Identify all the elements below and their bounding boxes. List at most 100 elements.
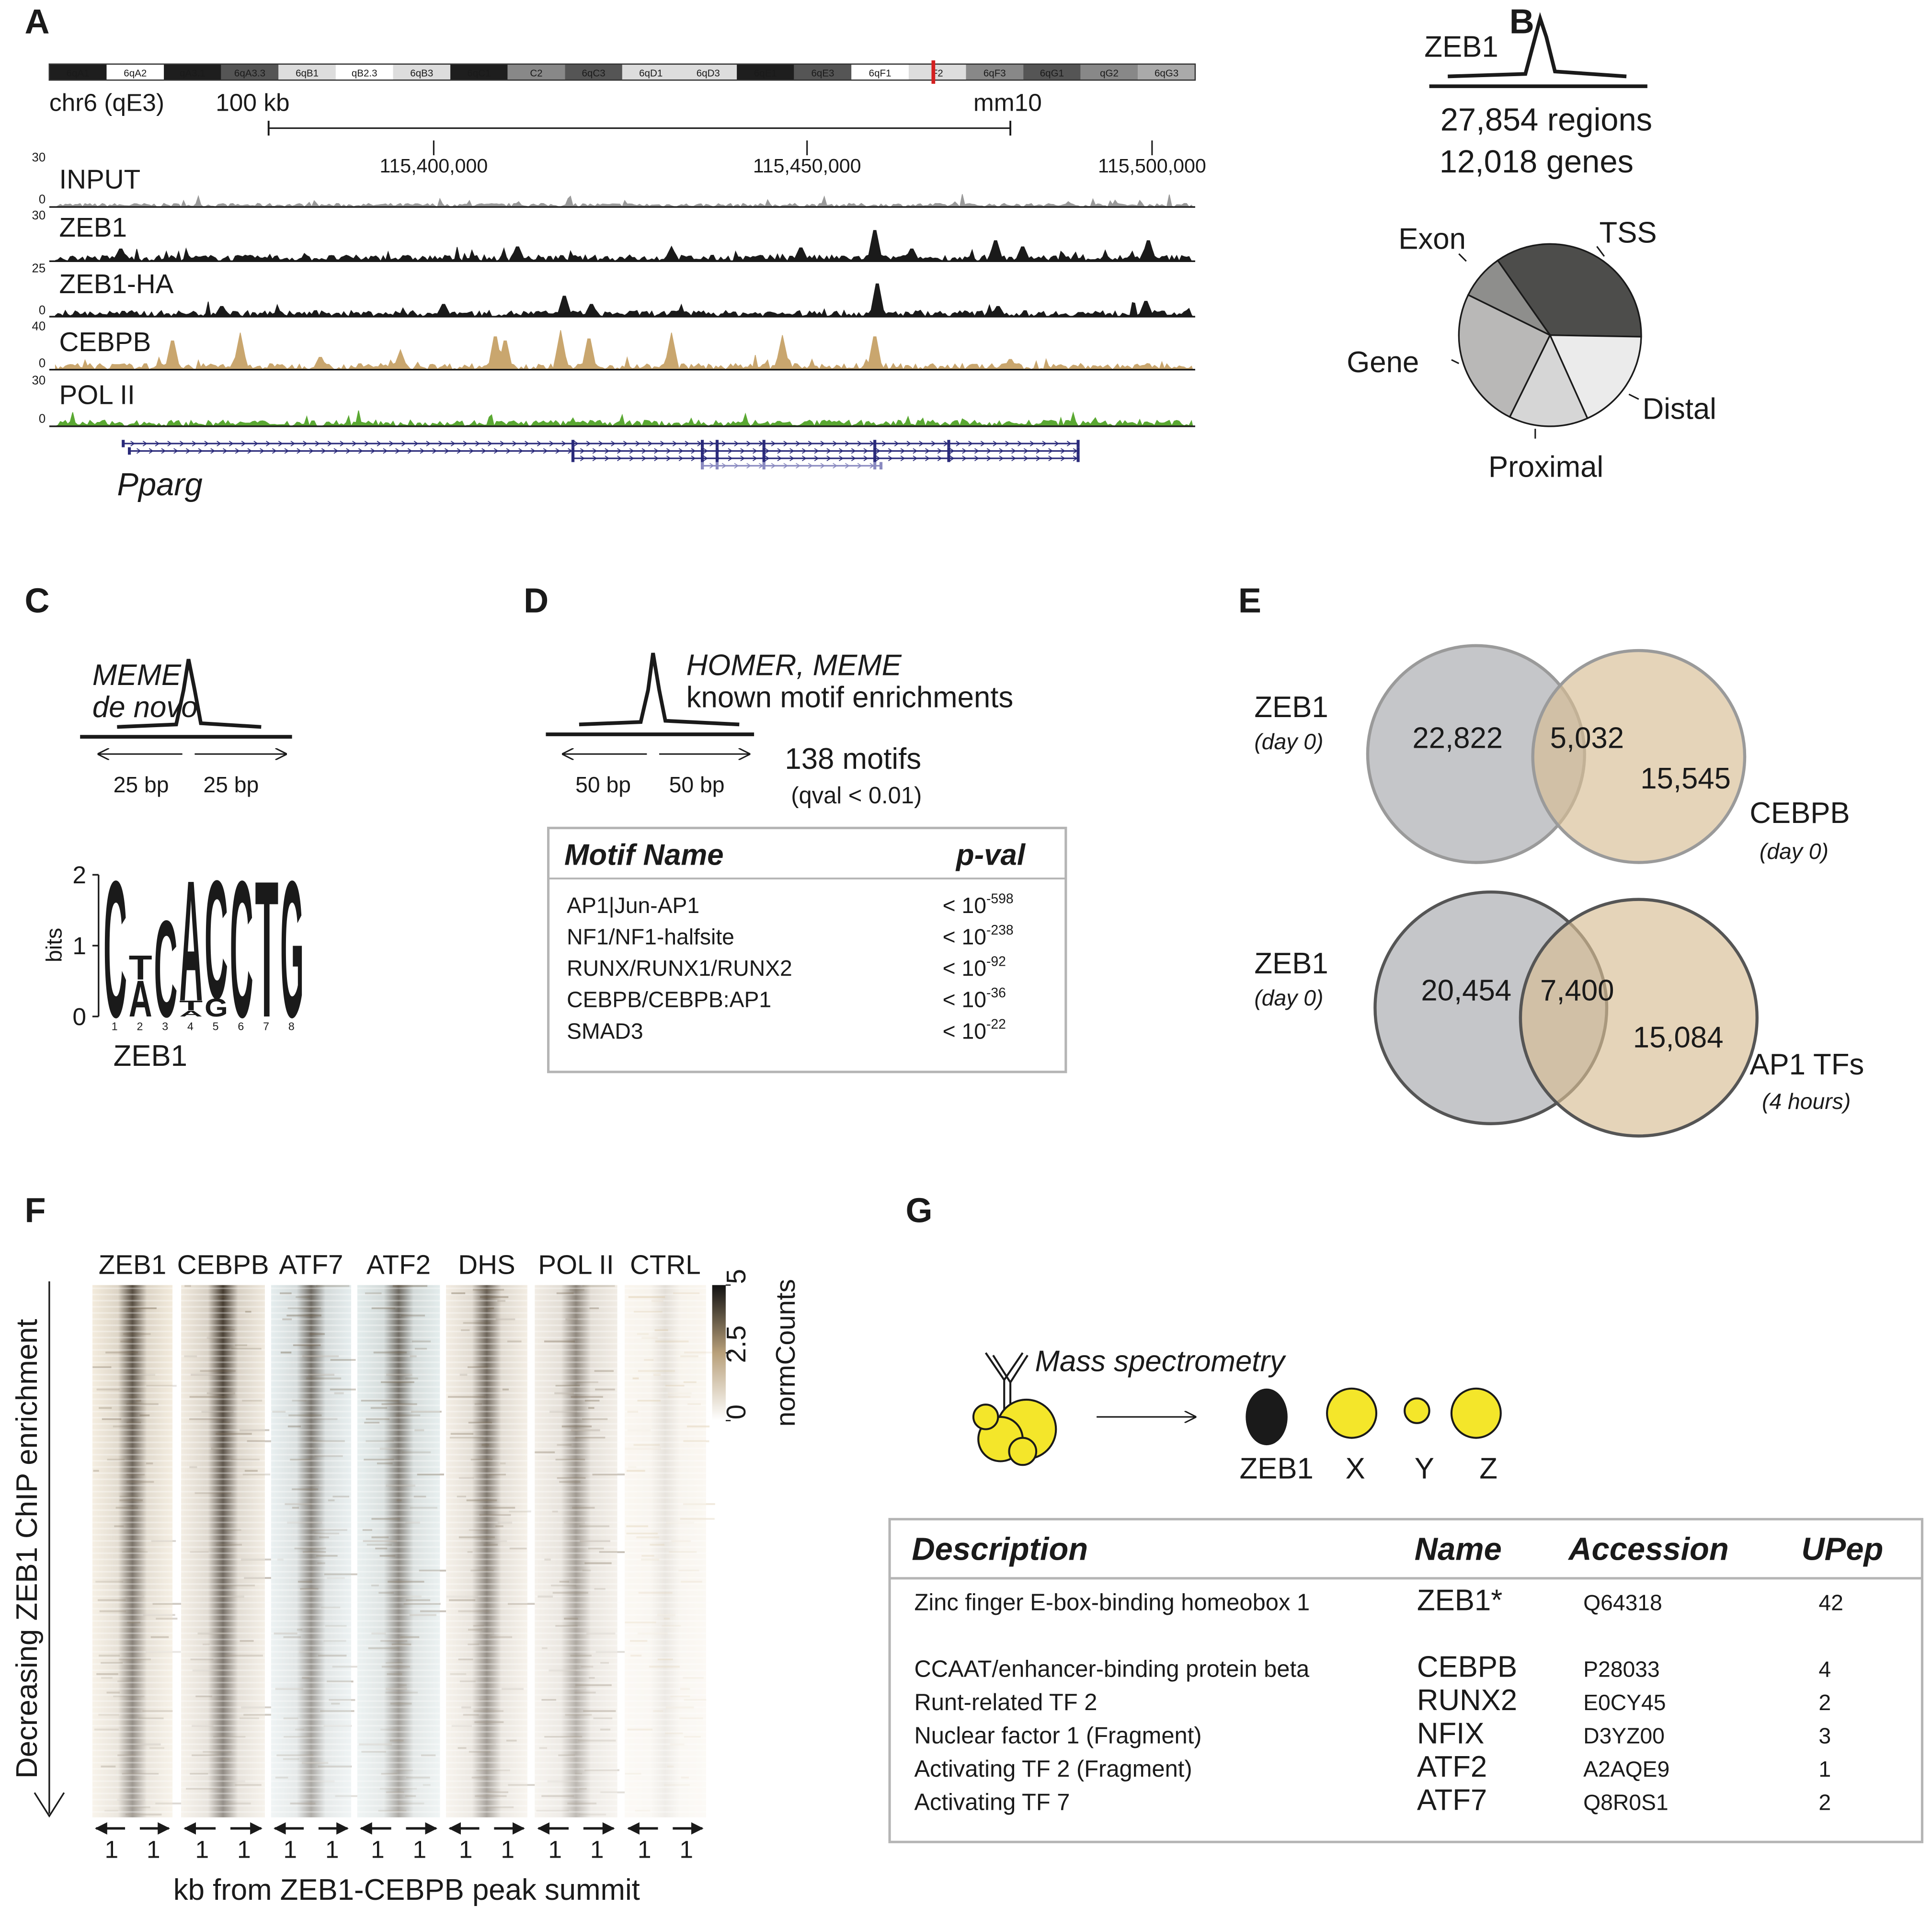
intron-chevron bbox=[1011, 448, 1017, 454]
intron-chevron bbox=[734, 441, 739, 446]
cytoband bbox=[507, 64, 565, 80]
intron-chevron bbox=[1048, 448, 1053, 454]
track-name: ZEB1-HA bbox=[59, 269, 173, 299]
x-axis-label: kb from ZEB1-CEBPB peak summit bbox=[173, 1873, 640, 1907]
intron-chevron bbox=[401, 441, 406, 446]
venn-circle bbox=[1519, 898, 1759, 1138]
venn-left: ZEB1 bbox=[1254, 947, 1328, 980]
intron-chevron bbox=[1061, 448, 1065, 454]
intron-chevron bbox=[629, 448, 634, 454]
protein bbox=[1326, 1387, 1378, 1439]
logo-letter: C bbox=[205, 846, 228, 1034]
intron-chevron bbox=[863, 455, 869, 461]
intron-chevron bbox=[814, 448, 819, 454]
x-tick-label: 1 bbox=[459, 1836, 473, 1863]
intron-chevron bbox=[506, 448, 511, 454]
intron-chevron bbox=[746, 441, 752, 446]
cytoband-label: 6qF3 bbox=[983, 68, 1006, 79]
table-header: Description bbox=[912, 1531, 1088, 1567]
intron-chevron bbox=[450, 441, 456, 446]
intron-chevron bbox=[247, 448, 252, 454]
x-tick-label: 1 bbox=[638, 1836, 652, 1863]
protein-name: NFIX bbox=[1417, 1717, 1485, 1750]
venn-right: CEBPB bbox=[1749, 797, 1850, 830]
intron-chevron bbox=[851, 455, 856, 461]
intron-chevron bbox=[629, 455, 634, 461]
intron-chevron bbox=[801, 448, 807, 454]
intron-chevron bbox=[315, 441, 320, 446]
assembly: mm10 bbox=[973, 89, 1042, 116]
intron-chevron bbox=[999, 455, 1004, 461]
rule bbox=[1628, 393, 1639, 400]
x-tick-label: 1 bbox=[371, 1836, 385, 1863]
track-max: 30 bbox=[32, 374, 46, 388]
intron-chevron bbox=[666, 455, 671, 461]
intron-chevron bbox=[512, 441, 517, 446]
intron-chevron bbox=[617, 455, 622, 461]
logo-letter: C bbox=[230, 841, 253, 1058]
intron-chevron bbox=[500, 441, 505, 446]
logo-position: 5 bbox=[213, 1020, 219, 1032]
intron-chevron bbox=[949, 448, 955, 454]
intron-chevron bbox=[161, 448, 166, 454]
logo-tick: 2 bbox=[72, 861, 86, 889]
logo-name: ZEB1 bbox=[114, 1039, 187, 1073]
intron-chevron bbox=[395, 448, 400, 454]
coordinate: 115,450,000 bbox=[753, 155, 861, 177]
cytoband bbox=[622, 64, 680, 80]
intron-chevron bbox=[297, 448, 302, 454]
coordinate: 115,500,000 bbox=[1098, 155, 1206, 177]
logo-ylabel: bits bbox=[42, 928, 67, 962]
venn-right: AP1 TFs bbox=[1749, 1048, 1864, 1081]
cytoband-label: 6qA2 bbox=[124, 68, 147, 79]
heatmap-column: ATF2 bbox=[366, 1250, 431, 1280]
logo-position: 8 bbox=[288, 1020, 295, 1032]
intron-chevron bbox=[561, 441, 567, 446]
intron-chevron bbox=[241, 441, 246, 446]
protein bbox=[1450, 1387, 1502, 1439]
intron-chevron bbox=[1029, 441, 1035, 446]
protein-description: Activating TF 7 bbox=[914, 1789, 1070, 1815]
colorbar-tick: 0 bbox=[721, 1404, 751, 1419]
intron-chevron bbox=[888, 455, 893, 461]
track-min: 0 bbox=[39, 193, 46, 206]
table-header: UPep bbox=[1801, 1531, 1883, 1567]
cytoband bbox=[908, 64, 966, 80]
track-max: 40 bbox=[32, 320, 46, 333]
cytoband bbox=[335, 64, 393, 80]
heatmap-column: ZEB1 bbox=[99, 1250, 167, 1280]
protein bbox=[1246, 1388, 1288, 1446]
p-value: < 10-238 bbox=[943, 922, 1014, 949]
p-value-base: < 10 bbox=[943, 893, 986, 918]
cytoband-label: 6qA1 bbox=[67, 68, 90, 79]
venn-right-note: (day 0) bbox=[1760, 839, 1829, 864]
intron-chevron bbox=[555, 448, 560, 454]
protein-description: Zinc finger E-box-binding homeobox 1 bbox=[914, 1590, 1310, 1616]
x-tick-label: 1 bbox=[548, 1836, 562, 1863]
track-max: 30 bbox=[32, 151, 46, 164]
track-name: ZEB1 bbox=[59, 212, 127, 242]
exon bbox=[571, 440, 575, 447]
cytoband bbox=[565, 64, 622, 80]
motif-name: NF1/NF1-halfsite bbox=[567, 925, 734, 949]
peak-icon bbox=[1448, 12, 1627, 79]
intron-chevron bbox=[801, 455, 807, 461]
intron-chevron bbox=[149, 448, 154, 454]
logo-letter: T bbox=[129, 948, 152, 987]
intron-chevron bbox=[1042, 441, 1047, 446]
intron-chevron bbox=[833, 463, 838, 469]
cytoband bbox=[164, 64, 221, 80]
intron-chevron bbox=[130, 441, 135, 446]
intron-chevron bbox=[641, 455, 647, 461]
intron-chevron bbox=[937, 448, 942, 454]
exon bbox=[122, 440, 125, 447]
table-header: Accession bbox=[1567, 1531, 1728, 1567]
peak-icon bbox=[579, 652, 740, 727]
intron-chevron bbox=[685, 441, 690, 446]
exon bbox=[1076, 455, 1080, 462]
heatmap-column: DHS bbox=[458, 1250, 515, 1280]
pie-label: Exon bbox=[1398, 223, 1466, 256]
motif-tools: HOMER, MEME bbox=[686, 649, 902, 682]
cytoband bbox=[966, 64, 1024, 80]
signal-track bbox=[55, 283, 1194, 318]
